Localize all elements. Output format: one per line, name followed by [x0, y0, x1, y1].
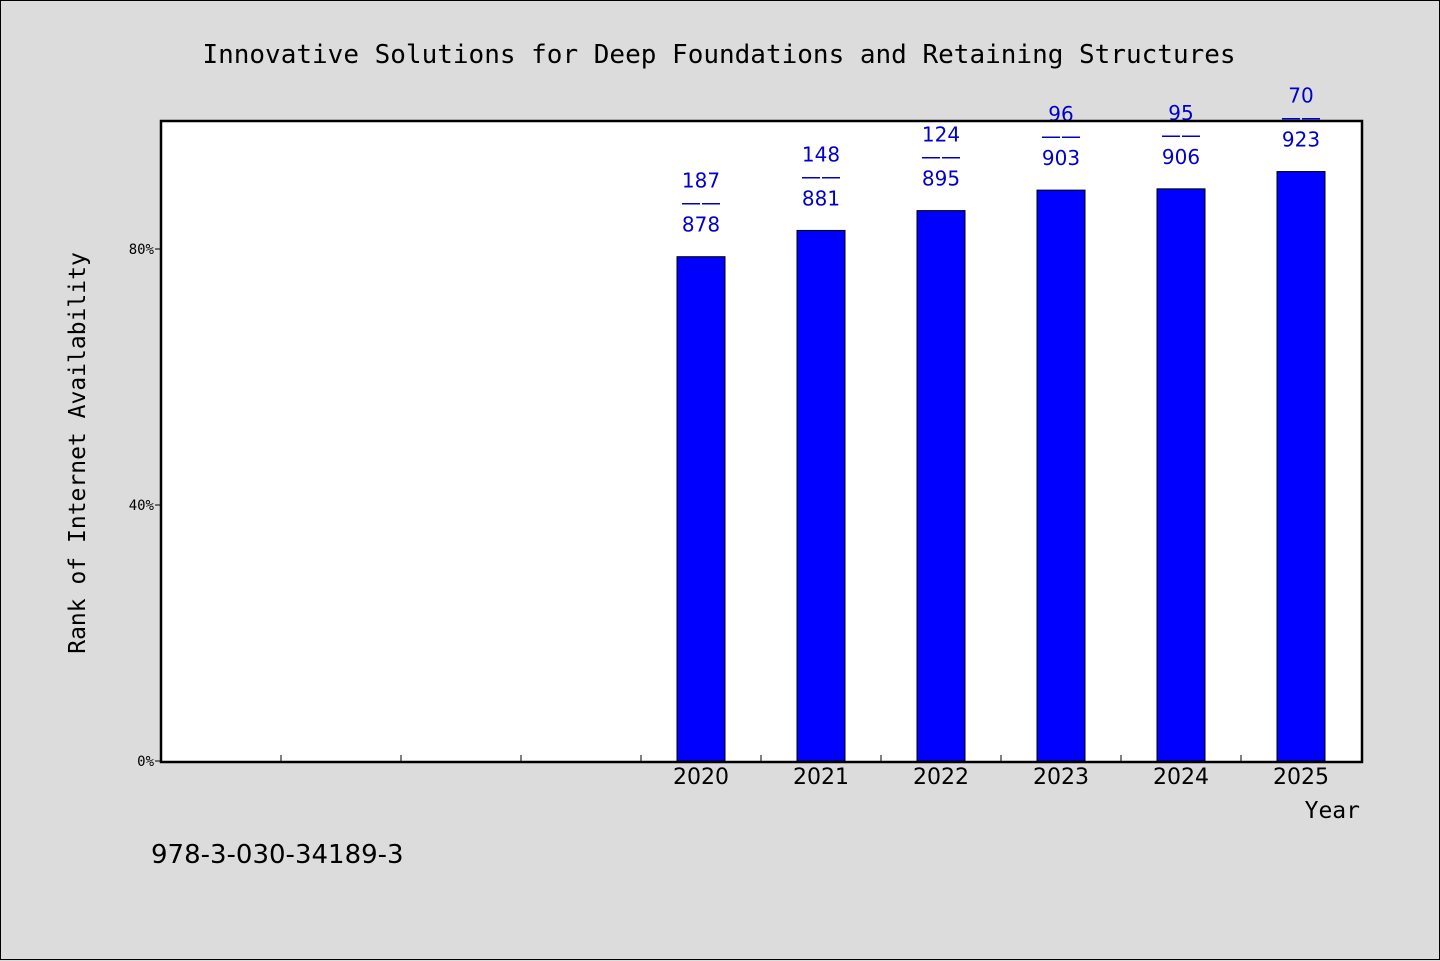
plot-border: [159, 119, 1364, 764]
data-label-separator: ——: [681, 191, 721, 215]
data-label-separator: ——: [1041, 124, 1081, 148]
x-axis-ticks: 2020 2021 2022 2023 2024 2025: [280, 755, 1329, 790]
data-label-bottom: 881: [802, 186, 840, 210]
x-tick-label: 2024: [1153, 765, 1209, 790]
footer-isbn: 978-3-030-34189-3: [151, 840, 404, 870]
x-tick-label: 2021: [793, 765, 849, 790]
y-tick-label: 80%: [129, 242, 155, 258]
data-label-separator: ——: [1281, 106, 1321, 130]
x-axis-label: Year: [1305, 798, 1360, 824]
x-tick-label: 2025: [1273, 765, 1329, 790]
chart-title: Innovative Solutions for Deep Foundation…: [202, 40, 1235, 70]
data-label-top: 124: [922, 123, 960, 147]
y-tick-label: 0%: [137, 754, 154, 770]
data-label-separator: ——: [921, 145, 961, 169]
bar: [796, 229, 846, 762]
data-label-bottom: 923: [1282, 128, 1320, 152]
data-labels-group: 187——878148——881124——89596——90395——90670…: [681, 84, 1321, 237]
data-label-top: 148: [802, 142, 840, 166]
x-tick-label: 2023: [1033, 765, 1089, 790]
y-axis-ticks: 0% 40% 80%: [129, 242, 161, 770]
data-label-bottom: 903: [1042, 146, 1080, 170]
bars-group: [676, 171, 1326, 762]
y-tick-label: 40%: [129, 498, 155, 514]
data-label-bottom: 906: [1162, 145, 1200, 169]
data-label-bottom: 895: [922, 167, 960, 191]
data-label-separator: ——: [801, 164, 841, 188]
x-tick-label: 2020: [673, 765, 729, 790]
data-label-separator: ——: [1161, 123, 1201, 147]
bar: [1156, 188, 1206, 762]
bar: [916, 210, 966, 762]
y-axis-label: Rank of Internet Availability: [65, 252, 91, 654]
data-label-top: 187: [682, 169, 720, 193]
data-label-top: 96: [1048, 102, 1073, 126]
bar: [1036, 189, 1086, 762]
data-label-bottom: 878: [682, 213, 720, 237]
bar: [676, 256, 726, 762]
data-label-top: 70: [1288, 84, 1313, 108]
x-tick-label: 2022: [913, 765, 969, 790]
bar: [1276, 171, 1326, 762]
